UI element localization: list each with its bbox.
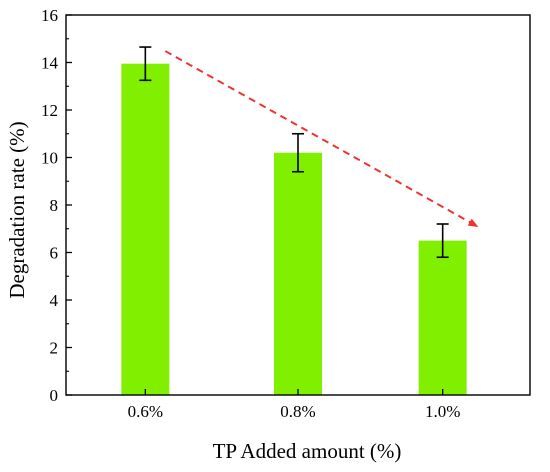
y-tick-label: 16	[41, 6, 58, 25]
y-tick-label: 10	[41, 149, 58, 168]
y-tick-label: 8	[50, 196, 59, 215]
y-tick-label: 4	[50, 291, 59, 310]
x-tick-label: 0.6%	[128, 402, 163, 421]
bar-1.0%	[418, 240, 467, 395]
bar-0.6%	[121, 63, 170, 395]
y-tick-label: 14	[41, 54, 59, 73]
x-tick-label: 1.0%	[425, 402, 460, 421]
y-axis-title: Degradation rate (%)	[5, 121, 29, 298]
x-axis-title: TP Added amount (%)	[213, 439, 402, 463]
y-tick-label: 12	[41, 101, 58, 120]
y-tick-label: 0	[50, 386, 59, 405]
bar-0.8%	[274, 152, 322, 395]
y-tick-label: 6	[50, 244, 59, 263]
x-tick-label: 0.8%	[280, 402, 315, 421]
y-tick-label: 2	[50, 339, 59, 358]
plot-area: 0 2 4 6 8 10 12 14 16 0.6% 0.8% 1.0%	[41, 6, 531, 421]
